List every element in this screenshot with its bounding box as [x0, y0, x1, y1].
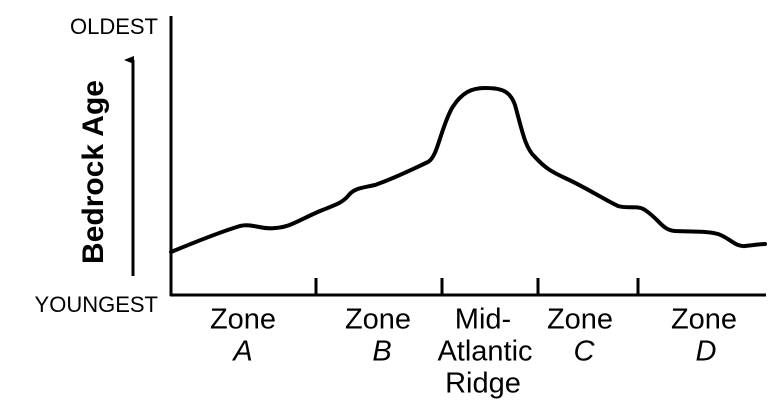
- zone-letter: D: [696, 336, 717, 368]
- ridge-label: Ridge: [445, 368, 521, 400]
- zone-letter: B: [372, 336, 391, 368]
- zone-label: Zone: [671, 304, 737, 336]
- zone-label: Zone: [345, 304, 411, 336]
- zone-letter: A: [231, 336, 252, 368]
- zone-label: Zone: [210, 304, 276, 336]
- zone-label: Zone: [547, 304, 613, 336]
- ridge-label: Mid-: [455, 304, 511, 336]
- bottom-label: YOUNGEST: [35, 292, 158, 317]
- top-label: OLDEST: [70, 14, 158, 39]
- zone-letter: C: [574, 336, 596, 368]
- axis-title: Bedrock Age: [77, 80, 110, 264]
- age-curve: [169, 86, 767, 254]
- ridge-label: Atlantic: [437, 336, 532, 368]
- tick-marks: [314, 278, 640, 295]
